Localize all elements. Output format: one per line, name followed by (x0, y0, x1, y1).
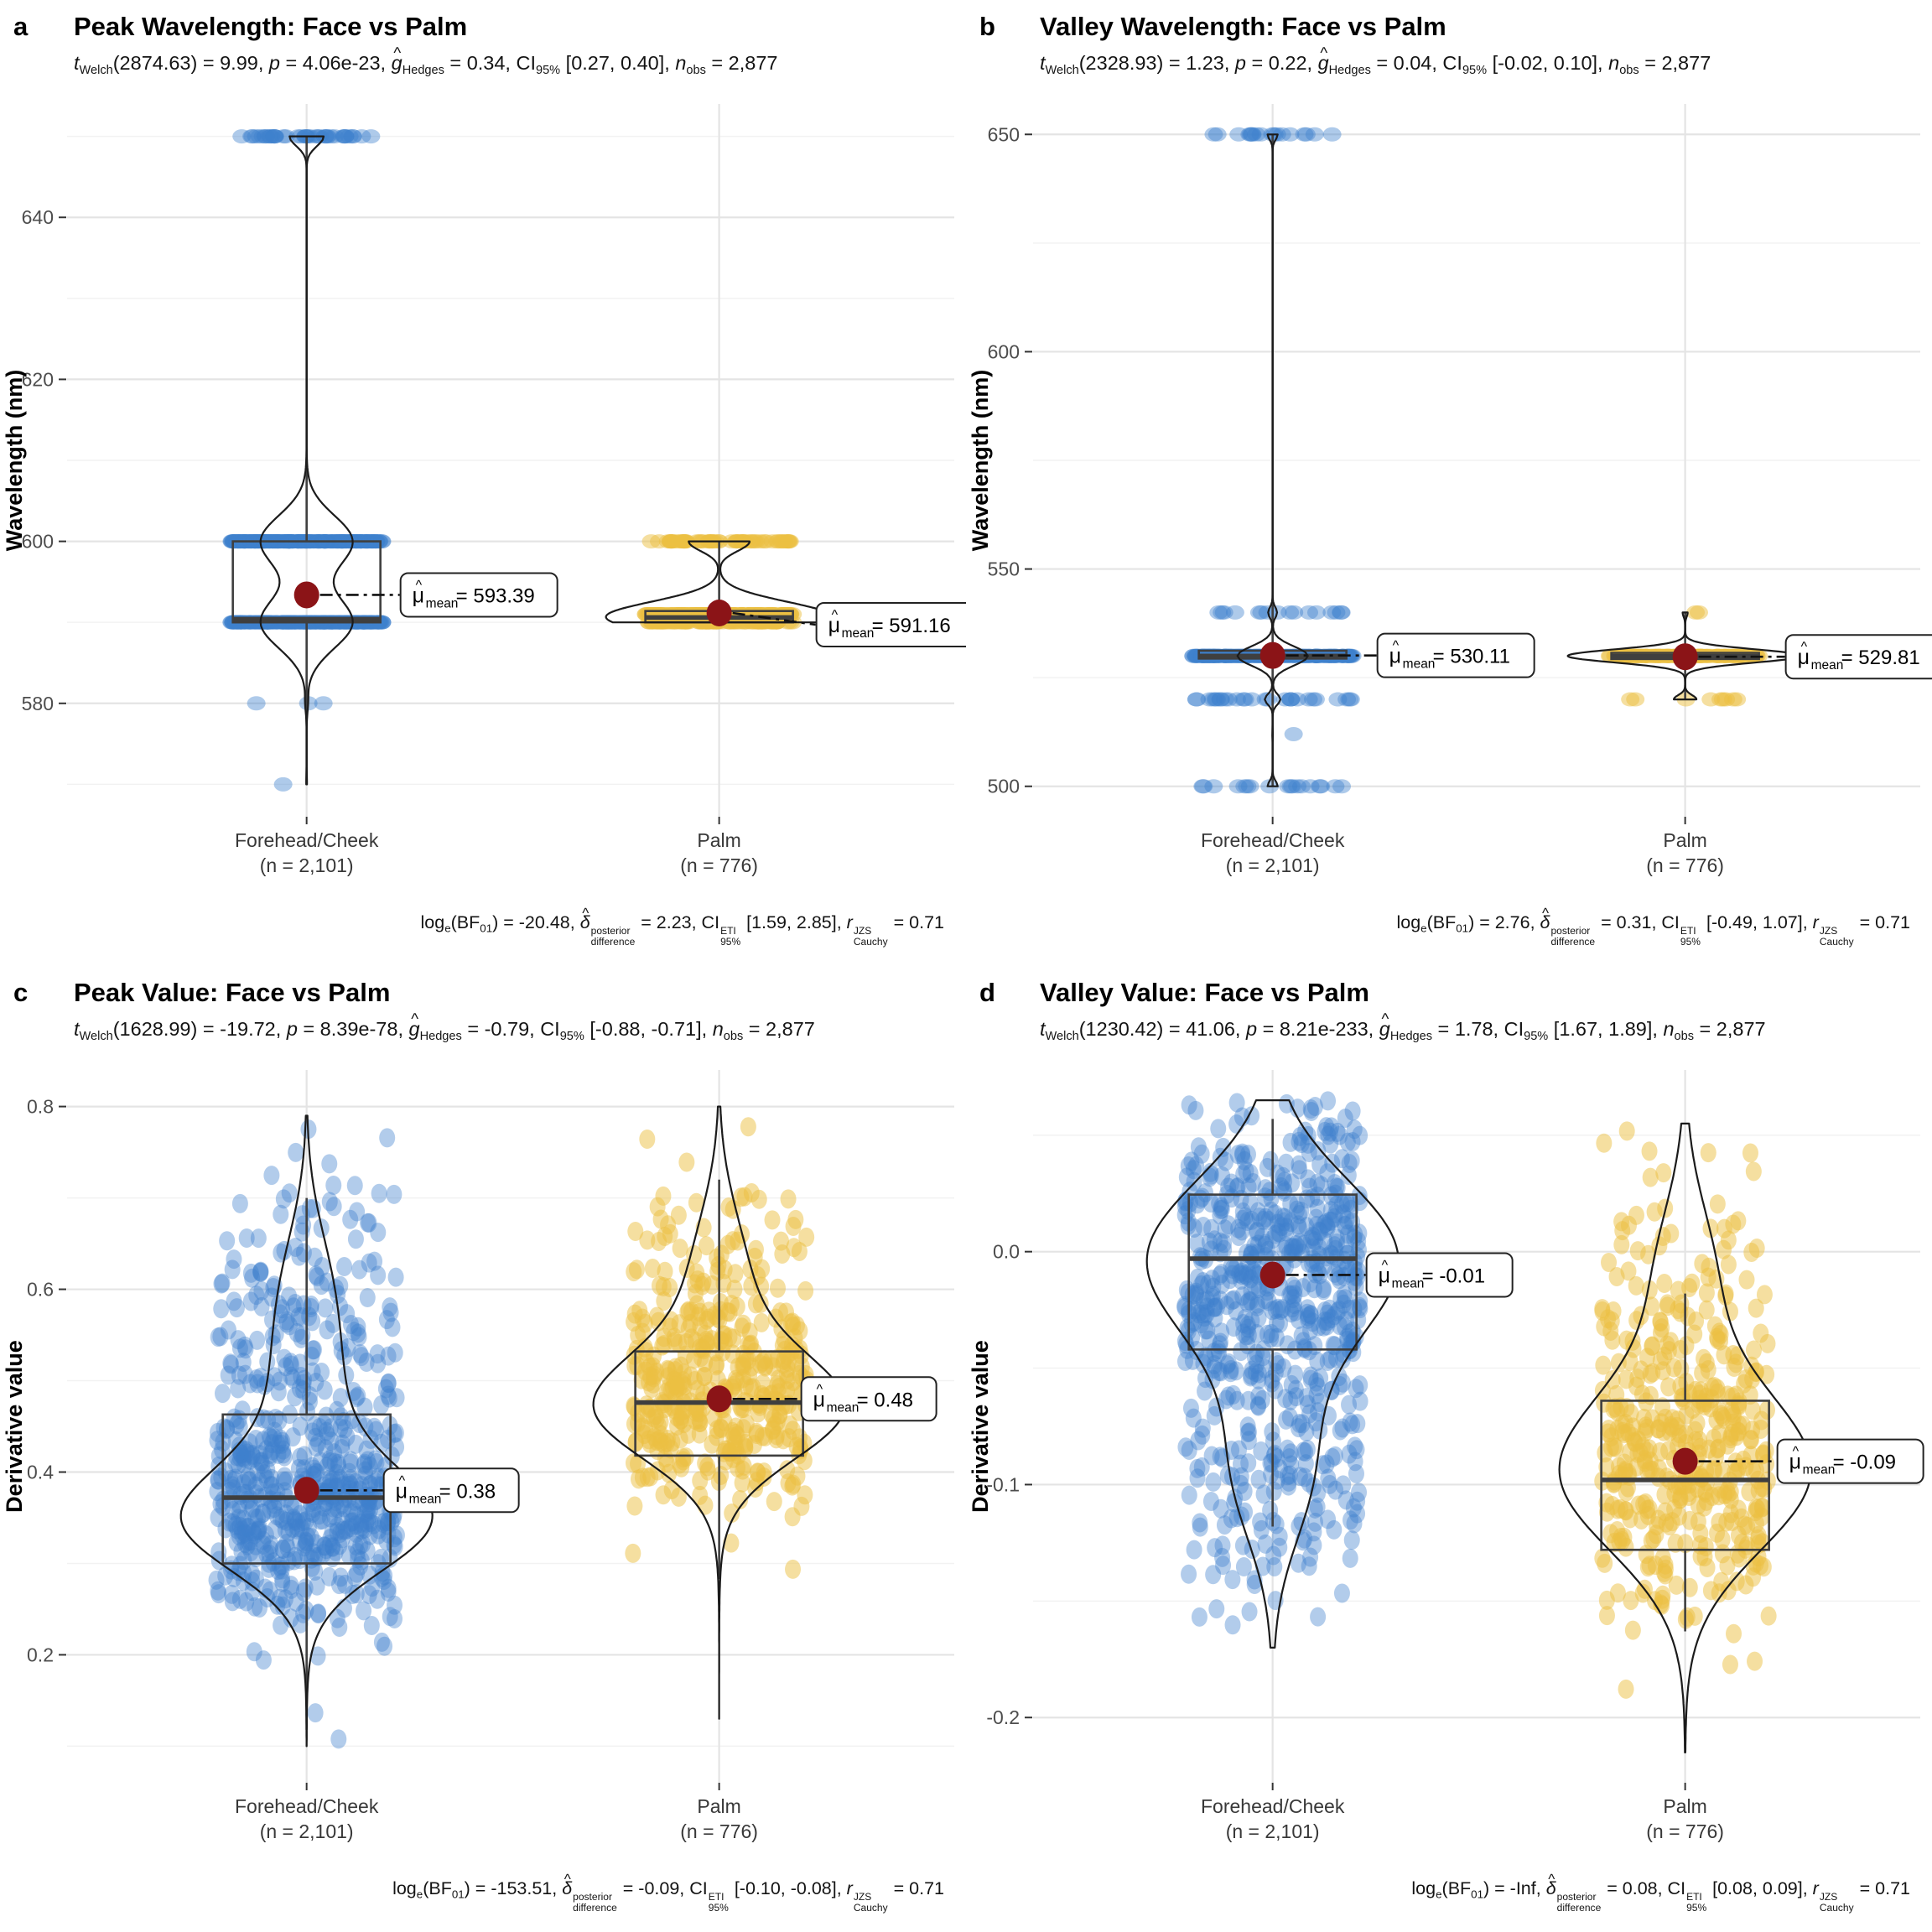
svg-text:μ: μ (1389, 645, 1401, 668)
panel-c-caption: loge(BF01) = -153.51, ^ δ posterior differe… (392, 1870, 944, 1914)
panel-c: c Peak Value: Face vs Palm tWelch(1628.9… (0, 966, 966, 1932)
panel-d-title: Valley Value: Face vs Palm (1040, 978, 1369, 1007)
panel-a-title: Peak Wavelength: Face vs Palm (74, 12, 468, 41)
svg-text:640: 640 (22, 206, 54, 228)
svg-text:(n = 2,101): (n = 2,101) (1226, 1820, 1320, 1842)
svg-text:mean: mean (842, 626, 875, 641)
svg-text:-0.2: -0.2 (986, 1706, 1020, 1728)
svg-text:(n = 776): (n = 776) (680, 854, 758, 876)
svg-text:^: ^ (832, 608, 839, 622)
panel-d-tag: d (979, 978, 995, 1007)
svg-text:0.8: 0.8 (27, 1096, 54, 1118)
svg-text:Wavelength (nm): Wavelength (nm) (968, 370, 993, 552)
svg-text:μ: μ (828, 614, 840, 637)
svg-text:Forehead/Cheek: Forehead/Cheek (235, 1795, 379, 1817)
svg-text:^: ^ (1393, 639, 1400, 653)
svg-text:mean: mean (1392, 1276, 1425, 1291)
svg-text:-0.1: -0.1 (986, 1473, 1020, 1495)
panel-d-subtitle: tWelch(1230.42) = 41.06, p = 8.21e-233, … (1040, 1009, 1766, 1044)
panel-a-subtitle: tWelch(2874.63) = 9.99, p = 4.06e-23, ^ g… (74, 43, 778, 78)
svg-text:= -0.09: = -0.09 (1833, 1452, 1896, 1474)
svg-text:mean: mean (1403, 657, 1436, 672)
panel-b-subtitle: tWelch(2328.93) = 1.23, p = 0.22, ^ gHedg… (1040, 43, 1711, 78)
svg-text:Palm: Palm (1663, 1795, 1706, 1817)
panel-d: d Valley Value: Face vs Palm tWelch(1230… (966, 966, 1932, 1932)
panel-d-caption: loge(BF01) = -Inf, ^ δ posterior difference… (1411, 1870, 1910, 1914)
svg-text:Derivative value: Derivative value (968, 1340, 993, 1513)
svg-text:= 0.38: = 0.38 (439, 1480, 496, 1503)
svg-text:500: 500 (988, 776, 1020, 797)
panel-c-subtitle: tWelch(1628.99) = -19.72, p = 8.39e-78, … (74, 1009, 815, 1044)
svg-text:= 0.48: = 0.48 (857, 1389, 913, 1411)
panel-a-tag: a (13, 12, 29, 41)
svg-text:μ: μ (1798, 646, 1810, 669)
svg-text:Palm: Palm (697, 829, 740, 851)
panel-a: a Peak Wavelength: Face vs Palm tWelch(2… (0, 0, 966, 966)
svg-text:mean: mean (827, 1400, 860, 1415)
panel-b-title: Valley Wavelength: Face vs Palm (1040, 12, 1446, 41)
svg-text:μ: μ (413, 584, 424, 607)
svg-text:= 529.81: = 529.81 (1841, 647, 1920, 669)
panel-b-caption: loge(BF01) = 2.76, ^ δ posterior difference… (1396, 904, 1910, 948)
svg-text:Wavelength (nm): Wavelength (nm) (2, 370, 27, 552)
svg-text:^: ^ (399, 1473, 406, 1488)
svg-text:μ: μ (813, 1388, 825, 1411)
svg-text:(n = 776): (n = 776) (1646, 1820, 1724, 1842)
svg-text:Forehead/Cheek: Forehead/Cheek (1201, 1795, 1345, 1817)
svg-text:= 591.16: = 591.16 (872, 615, 951, 637)
svg-text:Palm: Palm (697, 1795, 740, 1817)
svg-text:= -0.01: = -0.01 (1422, 1265, 1485, 1287)
svg-text:(n = 2,101): (n = 2,101) (1226, 854, 1320, 876)
panel-b-tag: b (979, 12, 995, 41)
svg-text:Forehead/Cheek: Forehead/Cheek (1201, 829, 1345, 851)
svg-text:^: ^ (817, 1382, 823, 1396)
svg-text:0.6: 0.6 (27, 1279, 54, 1301)
svg-text:650: 650 (988, 123, 1020, 145)
svg-text:580: 580 (22, 693, 54, 714)
svg-text:0.2: 0.2 (27, 1644, 54, 1665)
panel-c-tag: c (13, 978, 29, 1007)
svg-text:^: ^ (1382, 1258, 1389, 1272)
svg-text:mean: mean (409, 1492, 442, 1506)
svg-text:Forehead/Cheek: Forehead/Cheek (235, 829, 379, 851)
svg-text:^: ^ (1801, 640, 1808, 654)
svg-text:620: 620 (22, 368, 54, 390)
svg-text:600: 600 (988, 340, 1020, 362)
svg-text:= 593.39: = 593.39 (456, 584, 535, 607)
svg-text:(n = 776): (n = 776) (680, 1820, 758, 1842)
svg-text:0.0: 0.0 (993, 1241, 1020, 1263)
svg-text:Palm: Palm (1663, 829, 1706, 851)
panel-a-caption: loge(BF01) = -20.48, ^ δ posterior differen… (420, 904, 944, 948)
svg-text:(n = 2,101): (n = 2,101) (260, 854, 354, 876)
svg-text:600: 600 (22, 531, 54, 553)
svg-text:μ: μ (1379, 1264, 1390, 1287)
panel-c-title: Peak Value: Face vs Palm (74, 978, 391, 1007)
svg-text:mean: mean (1811, 658, 1844, 673)
svg-text:Derivative value: Derivative value (2, 1340, 27, 1513)
panel-b: b Valley Wavelength: Face vs Palm tWelch… (966, 0, 1932, 966)
svg-text:μ: μ (1789, 1451, 1801, 1474)
svg-text:mean: mean (426, 596, 459, 610)
svg-text:= 530.11: = 530.11 (1433, 646, 1510, 668)
svg-text:^: ^ (416, 578, 423, 592)
svg-text:550: 550 (988, 558, 1020, 580)
svg-text:^: ^ (1793, 1445, 1800, 1459)
svg-text:μ: μ (396, 1479, 408, 1503)
svg-text:mean: mean (1803, 1463, 1836, 1478)
svg-text:0.4: 0.4 (27, 1461, 54, 1483)
svg-text:(n = 2,101): (n = 2,101) (260, 1820, 354, 1842)
svg-text:(n = 776): (n = 776) (1646, 854, 1724, 876)
